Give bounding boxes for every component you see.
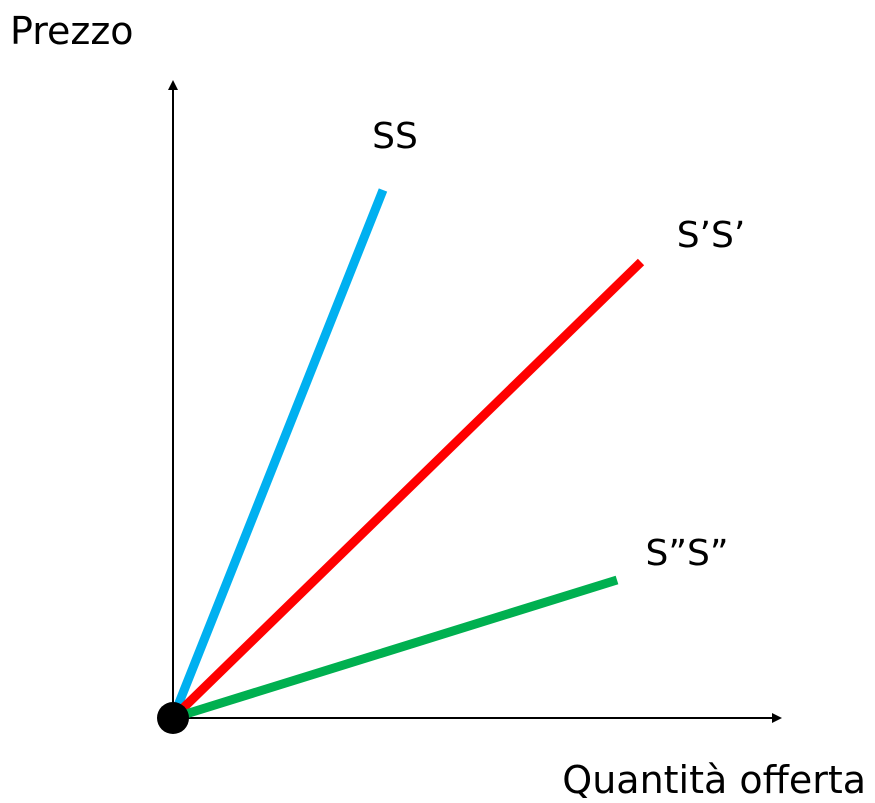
origin-point <box>157 702 189 734</box>
series-label-1: SS <box>372 116 418 157</box>
series-layer <box>168 188 645 723</box>
series-label-3: S”S” <box>645 533 728 574</box>
series-line-3 <box>171 575 619 723</box>
y-axis-label: Prezzo <box>10 9 134 53</box>
label-layer: SS S’S’ S”S” <box>372 116 745 574</box>
series-line-1 <box>168 188 388 720</box>
series-label-2: S’S’ <box>677 215 746 256</box>
series-line-2 <box>169 258 645 722</box>
x-axis-label: Quantità offerta <box>562 758 866 802</box>
